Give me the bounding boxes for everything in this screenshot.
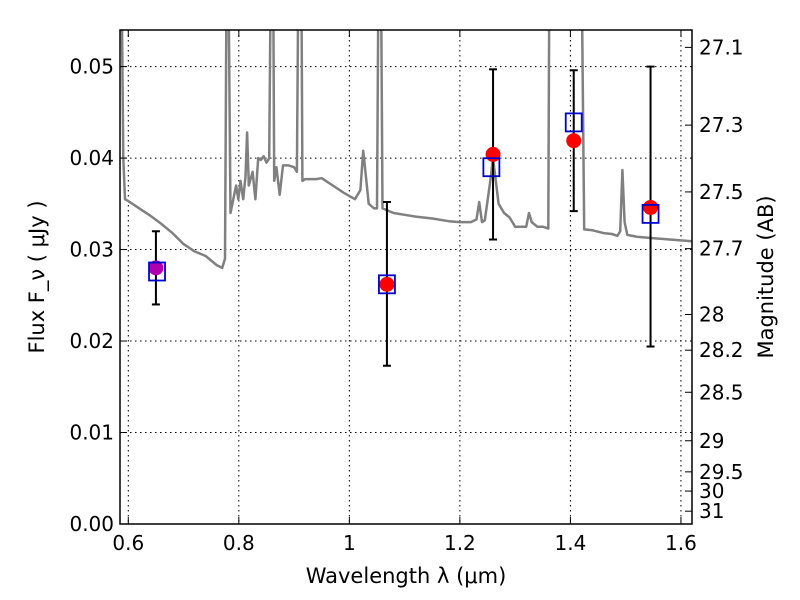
- grid: [120, 30, 692, 525]
- x-tick-label: 1: [343, 531, 356, 555]
- model-flux-box: [378, 274, 396, 295]
- y2-axis-label: Magnitude (AB): [754, 195, 778, 358]
- model-flux-box: [641, 203, 660, 224]
- y2-tick-label: 27.1: [699, 35, 744, 59]
- y2-tick-label: 31: [699, 499, 724, 523]
- y-tick-label: 0.03: [69, 238, 114, 262]
- y-tick-label: 0.04: [69, 146, 114, 170]
- y-tick-label: 0.00: [69, 512, 114, 536]
- x-tick-label: 0.8: [223, 531, 255, 555]
- plot-frame: [119, 29, 693, 525]
- y-axis-label: Flux F_ν ( μJy ): [25, 200, 50, 353]
- x-tick-label: 1.4: [555, 531, 587, 555]
- y2-tick-label: 28.5: [699, 380, 744, 404]
- y-tick-label: 0.05: [69, 55, 114, 79]
- x-tick-label: 0.6: [112, 531, 144, 555]
- y2-tick-label: 30: [699, 479, 724, 503]
- y-tick-label: 0.02: [69, 329, 114, 353]
- y2-tick-label: 27.5: [699, 180, 744, 204]
- y2-tick-label: 27.7: [699, 237, 744, 261]
- model-flux-box: [148, 261, 166, 282]
- y2-tick-label: 29: [699, 429, 724, 453]
- x-tick-label: 1.2: [444, 531, 476, 555]
- x-tick-label: 1.6: [665, 531, 697, 555]
- y2-tick-label: 29.5: [699, 460, 744, 484]
- x-axis-label: Wavelength λ (μm): [306, 564, 507, 588]
- observed-point: [485, 146, 501, 162]
- observed-point: [148, 260, 164, 276]
- observed-point: [379, 276, 395, 292]
- markers: [148, 65, 660, 367]
- y2-tick-label: 27.3: [699, 113, 744, 137]
- observed-point: [566, 133, 582, 149]
- model-flux-box: [482, 157, 501, 178]
- y2-tick-label: 28: [699, 303, 724, 327]
- y2-tick-label: 28.2: [699, 338, 744, 362]
- template-spectrum-line: [120, 30, 692, 270]
- observed-point: [643, 199, 659, 215]
- ticks: 0.6 0.8 1 1.2 1.4 1.6 0.00 0.01 0.02 0.03 0.04 0.05…: [69, 30, 744, 555]
- plot-area: [120, 30, 692, 270]
- y-tick-label: 0.01: [69, 421, 114, 445]
- model-flux-box: [564, 112, 583, 133]
